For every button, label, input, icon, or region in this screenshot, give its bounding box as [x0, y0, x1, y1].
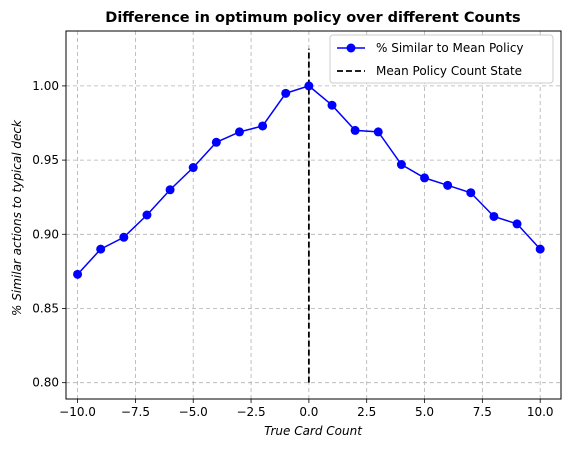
data-point: [396, 160, 406, 170]
x-tick-label: 7.5: [473, 405, 492, 419]
legend-series-marker: [346, 43, 356, 53]
chart-title: Difference in optimum policy over differ…: [105, 10, 520, 26]
data-point: [119, 232, 129, 242]
data-point: [466, 188, 476, 198]
data-point: [188, 163, 198, 173]
data-point: [258, 121, 268, 131]
data-point: [142, 210, 152, 220]
data-point: [165, 185, 175, 195]
data-point: [420, 173, 430, 183]
y-tick-label: 0.85: [32, 301, 59, 315]
y-axis-ticks: 0.80 0.85 0.90 0.95 1.00: [32, 79, 66, 390]
x-tick-label: −2.5: [236, 405, 265, 419]
legend-label-vline: Mean Policy Count State: [376, 64, 522, 78]
data-point: [535, 244, 545, 254]
x-tick-label: 10.0: [527, 405, 554, 419]
data-point: [96, 244, 106, 254]
x-tick-label: 2.5: [357, 405, 376, 419]
data-point: [234, 127, 244, 137]
data-point: [512, 219, 522, 229]
legend-label-series: % Similar to Mean Policy: [376, 41, 524, 55]
data-point: [281, 88, 291, 98]
data-point: [73, 269, 83, 279]
y-tick-label: 0.95: [32, 153, 59, 167]
x-axis-ticks: −10.0 −7.5 −5.0 −2.5 0.0 2.5 5.0 7.5 10.0: [59, 399, 554, 419]
x-tick-label: −5.0: [179, 405, 208, 419]
x-tick-label: 0.0: [299, 405, 318, 419]
legend-box: [329, 34, 554, 84]
y-tick-label: 0.80: [32, 376, 59, 390]
plot-frame: [65, 30, 562, 400]
x-tick-label: −10.0: [59, 405, 96, 419]
data-point: [211, 137, 221, 147]
y-axis-title: % Similar actions to typical deck: [10, 119, 24, 316]
data-point: [443, 180, 453, 190]
x-tick-label: 5.0: [415, 405, 434, 419]
x-tick-label: −7.5: [121, 405, 150, 419]
data-point: [327, 100, 337, 110]
data-point: [304, 81, 314, 91]
data-point: [350, 125, 360, 135]
legend: % Similar to Mean Policy Mean Policy Cou…: [329, 34, 554, 84]
grid: [66, 31, 561, 399]
y-tick-label: 1.00: [32, 79, 59, 93]
data-point: [489, 211, 499, 221]
x-axis-title: True Card Count: [264, 424, 363, 438]
y-tick-label: 0.90: [32, 227, 59, 241]
data-point: [373, 127, 383, 137]
series-layer: [73, 81, 545, 279]
